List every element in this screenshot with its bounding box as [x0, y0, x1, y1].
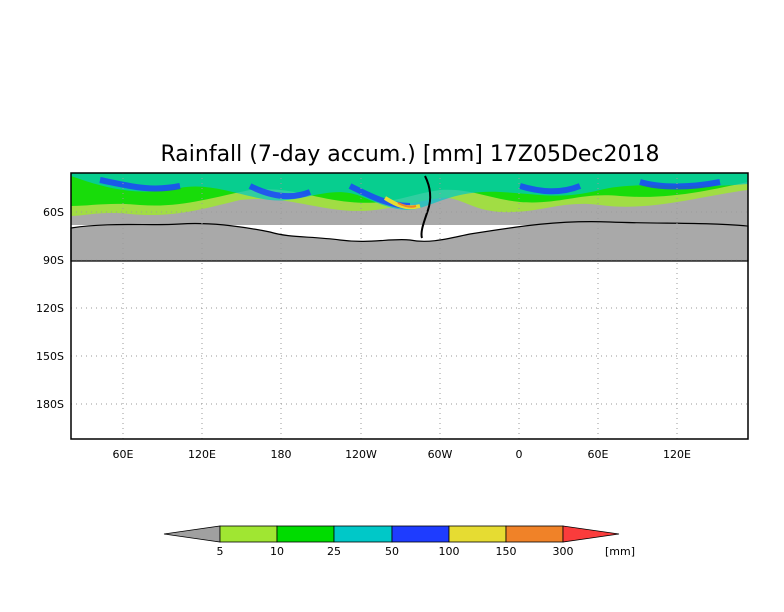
- color-legend: 5 10 25 50 100 150 300 [mm]: [163, 525, 635, 558]
- legend-unit: [mm]: [605, 545, 635, 558]
- lon-label: 60E: [113, 448, 134, 461]
- legend-tick: 25: [327, 545, 341, 558]
- lat-label: 150S: [36, 350, 64, 363]
- latitude-labels: 60S 90S 120S 150S 180S: [36, 206, 64, 411]
- lon-label: 120W: [345, 448, 377, 461]
- legend-swatch: [505, 525, 564, 543]
- legend-tick: 150: [496, 545, 517, 558]
- legend-swatch: [219, 525, 278, 543]
- legend-arrow-high: [562, 525, 620, 543]
- legend-arrow-low: [163, 525, 221, 543]
- legend-tick: 5: [217, 545, 224, 558]
- lat-label: 180S: [36, 398, 64, 411]
- lon-label: 60W: [428, 448, 453, 461]
- lat-label: 60S: [43, 206, 64, 219]
- lon-label: 120E: [188, 448, 216, 461]
- rainfall-band: [71, 173, 748, 225]
- legend-swatch: [333, 525, 393, 543]
- lon-label: 180: [271, 448, 292, 461]
- legend-tick: 300: [553, 545, 574, 558]
- legend-swatch: [448, 525, 507, 543]
- map-title: Rainfall (7-day accum.) [mm] 17Z05Dec201…: [160, 142, 659, 167]
- legend-tick: 10: [270, 545, 284, 558]
- lon-label: 60E: [588, 448, 609, 461]
- legend-swatch: [276, 525, 335, 543]
- lat-label: 120S: [36, 302, 64, 315]
- map-frame: [70, 172, 749, 440]
- lon-label: 0: [516, 448, 523, 461]
- longitude-labels: 60E 120E 180 120W 60W 0 60E 120E: [113, 448, 691, 461]
- legend-tick: 100: [439, 545, 460, 558]
- lon-label: 120E: [663, 448, 691, 461]
- antarctic-peninsula: [420, 175, 432, 239]
- lat-label: 90S: [43, 254, 64, 267]
- legend-tick: 50: [385, 545, 399, 558]
- legend-swatch: [391, 525, 450, 543]
- antarctica-landmass: [70, 221, 749, 262]
- map-panel: 60S 90S 120S 150S 180S 60E 120E 180 120W…: [36, 172, 749, 461]
